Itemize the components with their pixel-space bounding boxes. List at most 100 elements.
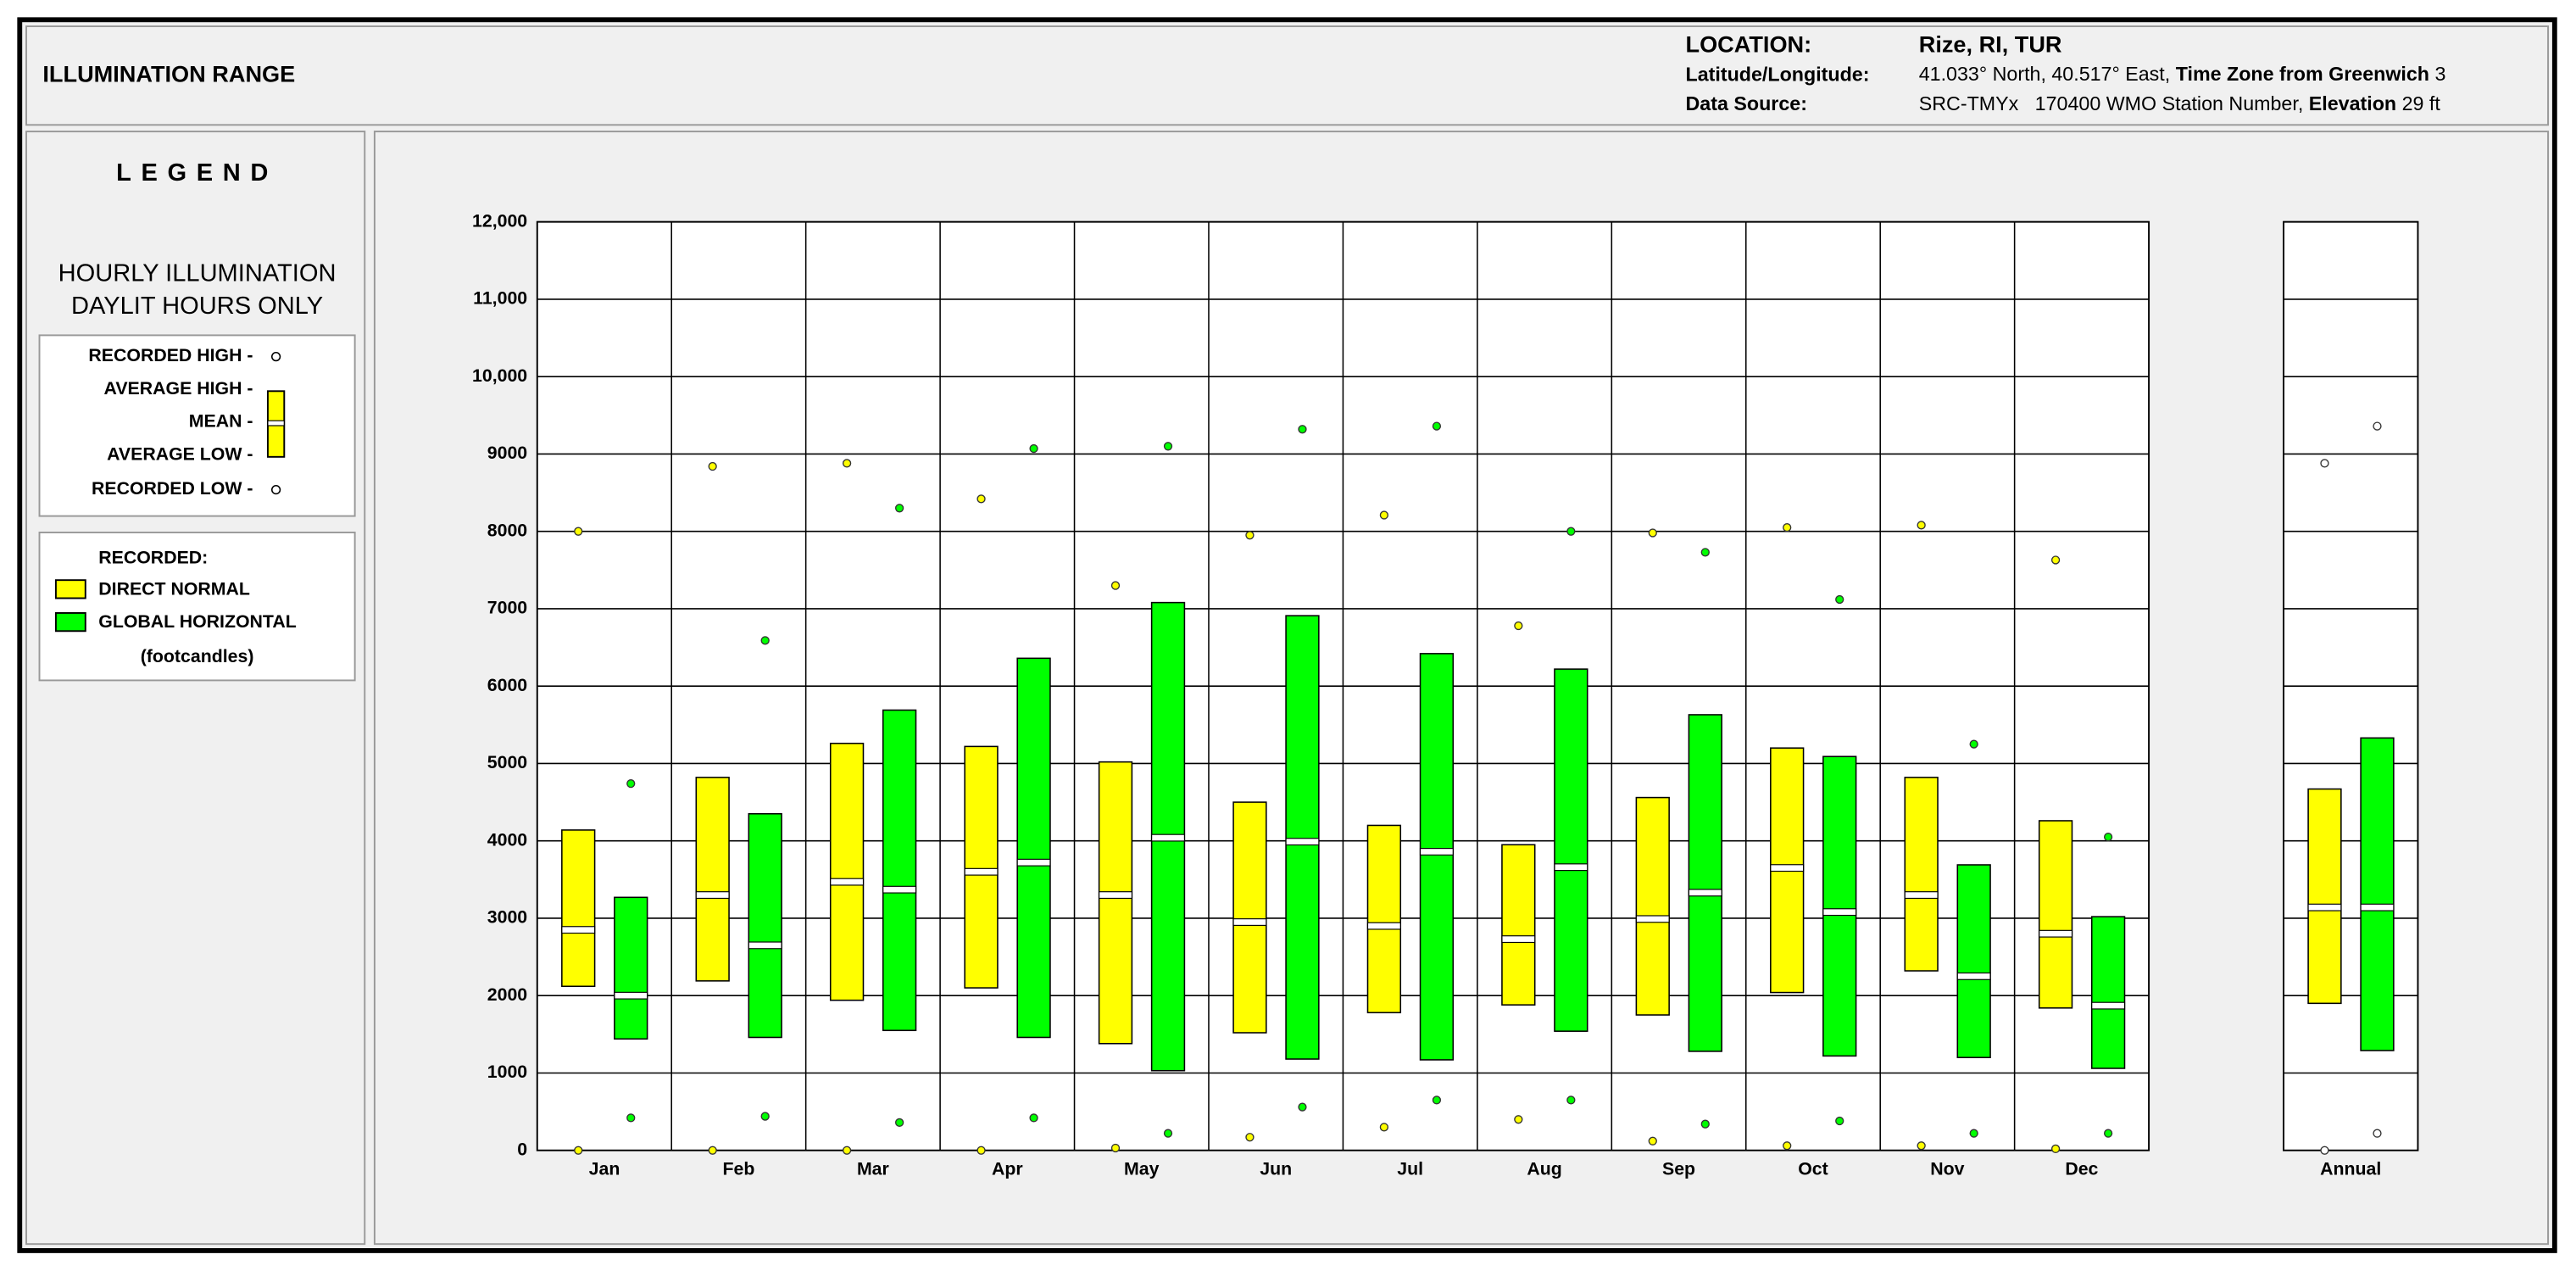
- x-tick-label: May: [1124, 1159, 1160, 1179]
- mean-line: [614, 991, 648, 1000]
- recorded-high: [2320, 459, 2329, 468]
- legend-swatch: [54, 611, 86, 633]
- range-box: [1285, 615, 1320, 1060]
- recorded-low: [1163, 1129, 1173, 1138]
- elevation: 29 ft: [2402, 92, 2441, 114]
- mean-line: [1419, 848, 1454, 856]
- y-tick-label: 10,000: [472, 365, 527, 386]
- legend-subtitle: HOURLY ILLUMINATION: [58, 259, 337, 287]
- y-tick-label: 4000: [487, 829, 527, 850]
- range-box: [748, 812, 782, 1039]
- recorded-high: [1432, 421, 1442, 431]
- legend-recorded: RECORDED:: [98, 548, 208, 568]
- y-tick-label: 8000: [487, 520, 527, 540]
- mean-line: [1635, 915, 1670, 923]
- range-box: [964, 745, 999, 989]
- legend-title: LEGEND: [116, 159, 278, 187]
- recorded-high: [1648, 528, 1657, 538]
- range-box: [882, 709, 917, 1032]
- timezone-label: Time Zone from Greenwich: [2176, 63, 2429, 85]
- recorded-low: [626, 1113, 636, 1123]
- legend-swatch: [54, 579, 86, 599]
- range-box: [1904, 777, 1939, 972]
- recorded-low: [1648, 1136, 1657, 1146]
- range-box: [561, 829, 596, 988]
- x-tick-label: Sep: [1662, 1159, 1695, 1179]
- recorded-low: [1783, 1141, 1792, 1151]
- recorded-high: [708, 461, 717, 471]
- recorded-low: [2050, 1144, 2061, 1154]
- mean-line: [2091, 1001, 2126, 1010]
- recorded-high: [976, 494, 986, 504]
- mean-line: [1151, 833, 1185, 842]
- recorded-low: [708, 1146, 717, 1155]
- legend-units: (footcandles): [141, 646, 254, 666]
- x-tick-label: Mar: [857, 1159, 889, 1179]
- legend-key-box: [38, 334, 356, 517]
- range-box: [1366, 824, 1402, 1014]
- mean-line: [1688, 889, 1722, 897]
- recorded-high: [1110, 581, 1121, 590]
- recorded-low: [842, 1146, 852, 1155]
- recorded-high: [1379, 510, 1389, 520]
- recorded-high: [1298, 425, 1307, 434]
- recorded-low: [1700, 1119, 1710, 1129]
- page-title: ILLUMINATION RANGE: [42, 60, 295, 86]
- recorded-low: [894, 1118, 904, 1128]
- legend-series-box: [38, 532, 356, 682]
- header-panel: [25, 25, 2550, 126]
- timezone: 3: [2434, 63, 2445, 85]
- recorded-low: [2320, 1146, 2329, 1155]
- range-box: [1635, 796, 1670, 1016]
- recorded-low: [976, 1146, 986, 1155]
- mean-line: [882, 885, 917, 894]
- recorded-low: [1566, 1095, 1576, 1105]
- recorded-low: [574, 1146, 583, 1155]
- recorded-low: [1432, 1095, 1442, 1105]
- y-tick-label: 5000: [487, 752, 527, 772]
- y-tick-label: 9000: [487, 443, 527, 463]
- x-tick-label: Dec: [2065, 1159, 2098, 1179]
- mean-line: [1822, 908, 1857, 917]
- legend-subtitle: DAYLIT HOURS ONLY: [71, 293, 323, 320]
- recorded-high: [1700, 548, 1710, 557]
- mean-line: [1232, 918, 1267, 926]
- range-box: [1688, 714, 1722, 1052]
- recorded-high: [2050, 555, 2061, 565]
- mean-line: [964, 867, 999, 876]
- station: 170400 WMO Station Number,: [2035, 92, 2304, 114]
- recorded-high: [1245, 531, 1255, 540]
- mean-line: [2039, 929, 2073, 938]
- legend-item: AVERAGE HIGH -: [104, 378, 253, 399]
- legend-item: RECORDED HIGH -: [88, 345, 253, 365]
- y-tick-label: 0: [517, 1139, 527, 1159]
- range-box: [1419, 653, 1455, 1061]
- latlon-line: 41.033° North, 40.517° East, Time Zone f…: [1919, 63, 2446, 85]
- recorded-low: [1917, 1141, 1926, 1151]
- range-box: [2307, 788, 2342, 1005]
- range-box: [829, 742, 865, 1001]
- x-tick-label: Oct: [1798, 1159, 1828, 1179]
- mean-line: [748, 941, 782, 950]
- recorded-low: [1245, 1133, 1255, 1142]
- recorded-high: [626, 779, 636, 789]
- mean-line: [2307, 903, 2342, 911]
- mean-line: [1956, 972, 1991, 980]
- recorded-high: [2373, 421, 2382, 431]
- recorded-high: [1969, 739, 1978, 749]
- range-box: [1016, 657, 1051, 1039]
- range-box: [695, 777, 730, 982]
- recorded-high: [1514, 621, 1523, 631]
- range-box: [1956, 864, 1991, 1058]
- y-tick-label: 2000: [487, 984, 527, 1005]
- x-tick-label: Feb: [722, 1159, 754, 1179]
- y-tick-label: 12,000: [472, 210, 527, 231]
- recorded-low: [1835, 1116, 1844, 1126]
- legend-label: GLOBAL HORIZONTAL: [98, 611, 296, 632]
- recorded-high: [1783, 522, 1792, 532]
- mean-line: [830, 878, 865, 886]
- mean-line: [1501, 935, 1536, 944]
- recorded-low: [1969, 1129, 1978, 1138]
- legend-item: MEAN -: [189, 411, 253, 432]
- recorded-low: [1029, 1113, 1038, 1123]
